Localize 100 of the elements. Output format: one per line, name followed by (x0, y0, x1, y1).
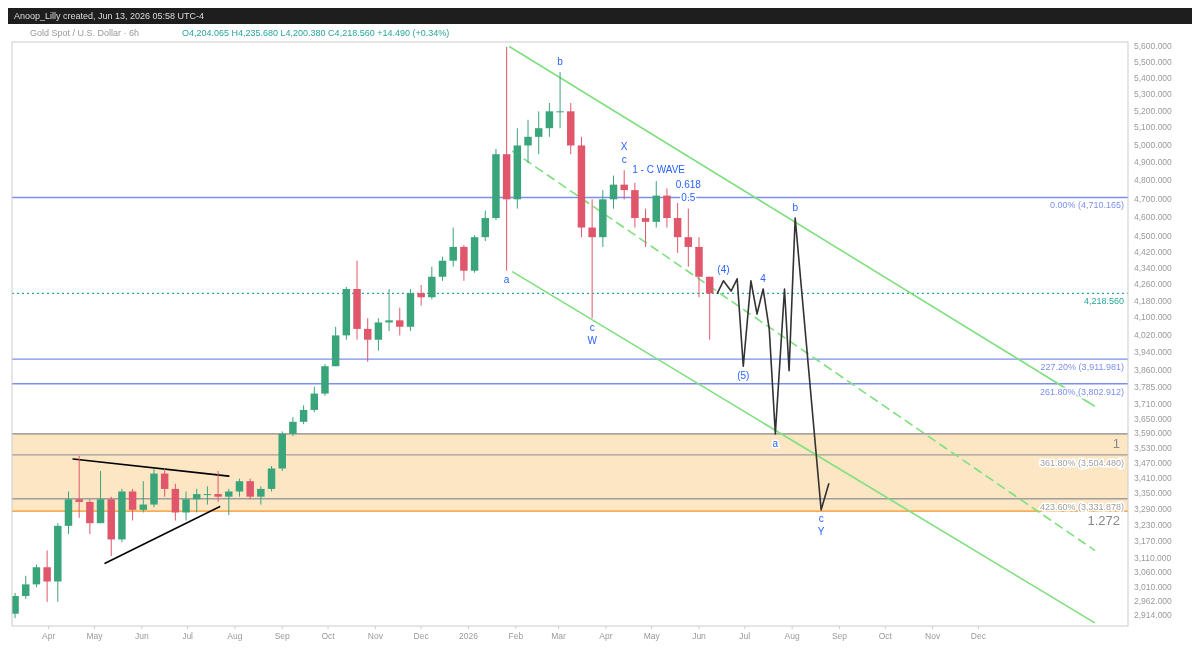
y-tick-label: 4,020.000 (1134, 329, 1173, 340)
candlestick (128, 488, 137, 521)
candlestick (12, 592, 19, 619)
candlestick (460, 244, 468, 282)
annotation: Y (817, 526, 825, 538)
x-tick-label: Sep (274, 631, 291, 641)
y-tick-label: 3,170.000 (1134, 536, 1173, 547)
candlestick (86, 498, 94, 535)
ref-line-label: 0.00% (4,710.165) (1049, 200, 1124, 211)
candlestick (160, 467, 169, 498)
candlestick (449, 227, 457, 268)
x-tick-label: Aug (784, 631, 800, 641)
y-tick-label: 3,470.000 (1134, 457, 1173, 468)
candlestick (289, 416, 297, 437)
x-tick-label: Jun (692, 631, 707, 641)
candlestick (374, 317, 383, 352)
y-tick-label: 3,110.000 (1134, 553, 1172, 564)
y-tick-label: 4,500.000 (1134, 231, 1173, 242)
x-tick-label: Oct (321, 631, 336, 641)
candlestick (32, 563, 41, 588)
y-tick-label: 4,700.000 (1134, 193, 1173, 204)
x-tick-label: Jun (134, 631, 149, 641)
annotation: 1.272 (1087, 513, 1120, 529)
y-tick-label: 4,600.000 (1134, 212, 1173, 223)
candlestick (556, 71, 564, 129)
y-tick-label: 3,290.000 (1134, 504, 1173, 515)
candlestick (428, 266, 436, 300)
candlestick (417, 284, 425, 307)
candlestick (75, 455, 83, 519)
x-tick-label: Oct (878, 631, 893, 641)
line-series (716, 217, 830, 511)
candlestick (139, 480, 148, 513)
candlestick (705, 276, 714, 341)
y-tick-label: 5,100.000 (1134, 122, 1173, 133)
chart-title: Gold Spot / U.S. Dollar · 6h (30, 28, 140, 38)
annotation: (4) (717, 264, 730, 276)
annotation: b (557, 55, 564, 67)
candlestick (182, 491, 190, 521)
x-tick-label: Nov (925, 631, 941, 641)
candlestick (363, 317, 372, 363)
ref-line-label: 227.20% (3,911.981) (1040, 362, 1124, 373)
y-tick-label: 3,860.000 (1134, 364, 1173, 375)
y-tick-label: 4,900.000 (1134, 157, 1173, 168)
ref-line-label: 423.60% (3,331.878) (1039, 501, 1124, 512)
candlestick (203, 485, 212, 506)
candlestick (43, 549, 51, 603)
candlestick (545, 102, 554, 138)
y-tick-label: 5,500.000 (1134, 56, 1173, 67)
y-tick-label: 4,420.000 (1134, 247, 1173, 258)
x-tick-label: May (643, 631, 661, 641)
y-tick-label: 5,000.000 (1134, 139, 1173, 150)
candlestick (684, 208, 693, 268)
annotation: 4 (760, 272, 767, 284)
y-tick-label: 3,785.000 (1134, 382, 1173, 393)
candlestick (438, 256, 447, 282)
y-tick-label: 5,300.000 (1134, 88, 1173, 99)
y-tick-label: 3,940.000 (1134, 347, 1173, 358)
y-tick-label: 5,600.000 (1134, 41, 1173, 52)
ref-line-label: 4,218.560 (1083, 296, 1124, 307)
candlestick (310, 386, 319, 413)
x-tick-label: Sep (831, 631, 848, 641)
candlestick (22, 575, 30, 600)
y-tick-label: 4,800.000 (1134, 175, 1173, 186)
ref-line-label: 361.80% (3,504.480) (1039, 457, 1124, 468)
y-tick-label: 4,180.000 (1134, 295, 1173, 306)
candlestick (267, 465, 276, 492)
candlestick (396, 307, 404, 336)
y-tick-label: 4,260.000 (1134, 279, 1173, 290)
annotation: c (589, 321, 595, 333)
annotation: a (772, 437, 779, 449)
candlestick (385, 288, 393, 332)
y-tick-label: 3,410.000 (1134, 472, 1173, 483)
y-tick-label: 3,530.000 (1134, 442, 1173, 453)
y-tick-label: 4,100.000 (1134, 312, 1173, 323)
x-tick-label: May (86, 631, 104, 641)
annotation: a (503, 274, 510, 286)
y-tick-label: 4,340.000 (1134, 262, 1173, 273)
x-tick-label: Aug (227, 631, 243, 641)
y-tick-label: 5,400.000 (1134, 72, 1173, 83)
y-tick-label: 5,200.000 (1134, 105, 1173, 116)
annotation: c (621, 153, 627, 165)
y-tick-label: 3,650.000 (1134, 413, 1173, 424)
annotation: b (792, 201, 799, 213)
x-tick-label: Mar (551, 631, 567, 641)
y-tick-label: 3,590.000 (1134, 428, 1173, 439)
y-tick-label: 3,060.000 (1134, 567, 1173, 578)
x-tick-label: Apr (42, 631, 56, 641)
candlestick (257, 485, 265, 506)
y-tick-label: 3,010.000 (1134, 581, 1173, 592)
candlestick (481, 210, 490, 242)
candlestick (641, 208, 650, 248)
x-tick-label: Dec (413, 631, 430, 641)
y-tick-label: 3,710.000 (1134, 399, 1173, 410)
candlestick (524, 119, 532, 164)
annotation: 1 (1112, 435, 1120, 451)
x-tick-label: Jul (182, 631, 194, 641)
y-tick-label: 2,962.000 (1134, 595, 1173, 606)
annotation: c (818, 513, 824, 525)
candlestick (620, 169, 628, 200)
x-tick-label: Dec (970, 631, 987, 641)
